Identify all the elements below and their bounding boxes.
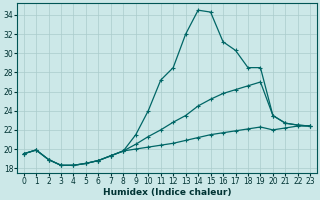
- X-axis label: Humidex (Indice chaleur): Humidex (Indice chaleur): [103, 188, 231, 197]
